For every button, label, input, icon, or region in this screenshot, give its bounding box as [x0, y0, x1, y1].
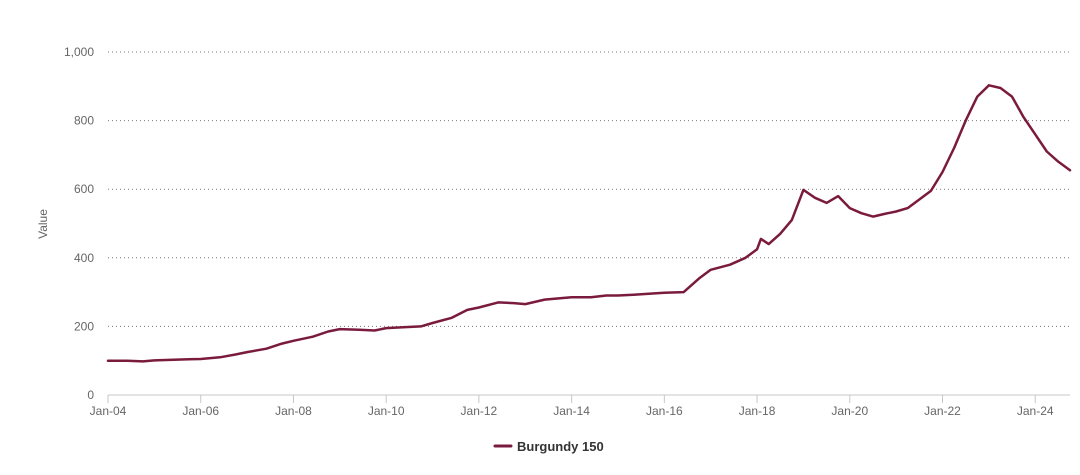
x-tick-label: Jan-14 [553, 404, 590, 418]
y-axis-title: Value [36, 209, 50, 239]
x-tick-label: Jan-20 [831, 404, 868, 418]
x-tick-label: Jan-10 [368, 404, 405, 418]
y-tick-label: 800 [74, 114, 94, 128]
y-tick-label: 400 [74, 251, 94, 265]
x-tick-label: Jan-12 [461, 404, 498, 418]
series-lines [106, 84, 1072, 363]
series-line-0 [106, 84, 1072, 363]
y-tick-label: 600 [74, 182, 94, 196]
legend-item[interactable]: Burgundy 150 [493, 439, 604, 454]
y-tick-label: 1,000 [64, 45, 94, 59]
x-axis: Jan-04 Jan-06 Jan-08 Jan-10 Jan-12 Jan-14 Jan-… [90, 394, 1070, 418]
x-tick-label: Jan-06 [182, 404, 219, 418]
legend-label: Burgundy 150 [517, 439, 604, 454]
x-tick-label: Jan-08 [275, 404, 312, 418]
x-tick-label: Jan-04 [90, 404, 127, 418]
x-tick-label: Jan-16 [646, 404, 683, 418]
legend[interactable]: Burgundy 150 [493, 439, 604, 454]
x-tick-label: Jan-24 [1017, 404, 1054, 418]
y-tick-label: 200 [74, 319, 94, 333]
y-tick-label: 0 [87, 388, 94, 402]
x-tick-label: Jan-18 [739, 404, 776, 418]
grid-lines [108, 51, 1070, 327]
y-axis-ticks: 0 200 400 600 800 1,000 [64, 45, 94, 402]
x-tick-label: Jan-22 [924, 404, 961, 418]
